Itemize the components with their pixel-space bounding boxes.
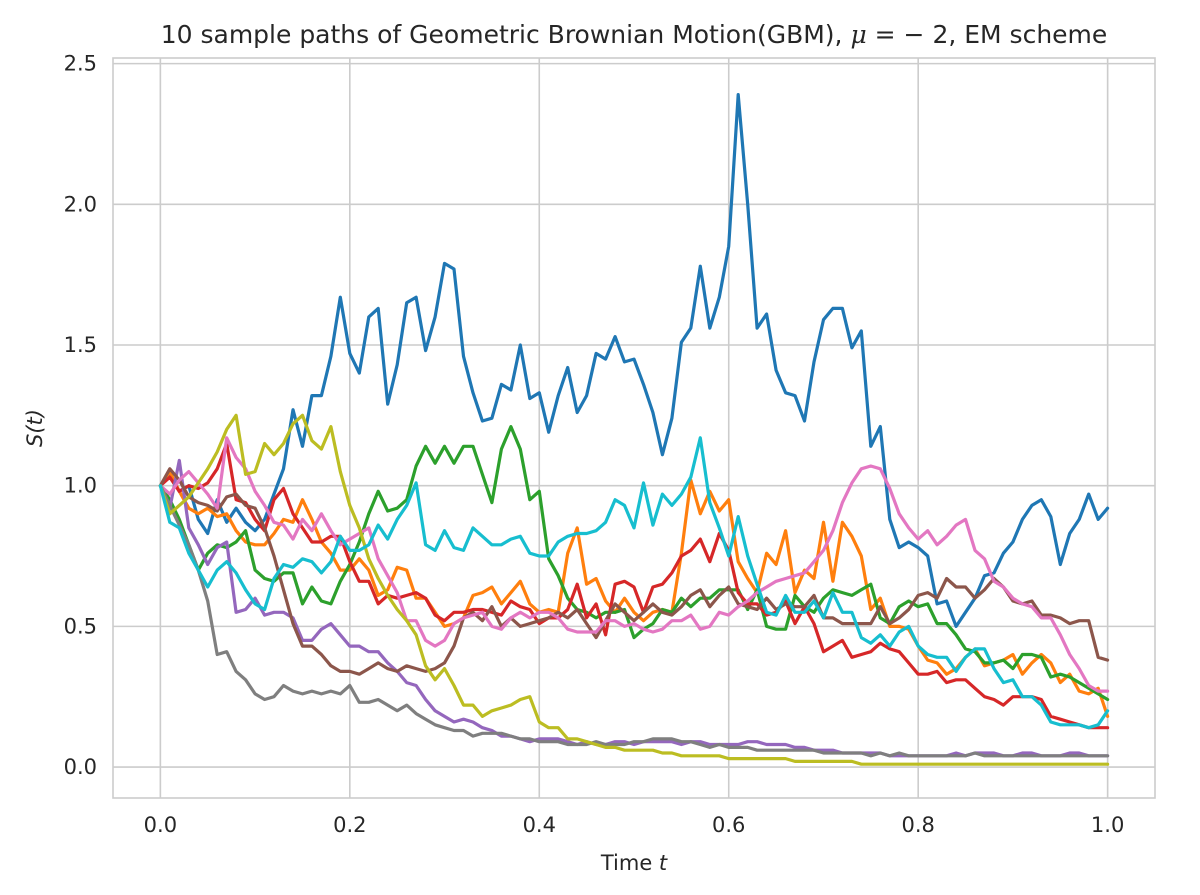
x-tick-label: 0.4	[523, 813, 556, 837]
x-tick-label: 1.0	[1091, 813, 1124, 837]
series-line-9	[158, 413, 1110, 766]
y-tick-label: 0.0	[64, 755, 97, 779]
grid	[113, 58, 1155, 798]
y-tick-label: 1.5	[64, 333, 97, 357]
chart-title: 10 sample paths of Geometric Brownian Mo…	[161, 20, 1108, 49]
x-tick-label: 0.8	[901, 813, 934, 837]
series-line-7	[158, 436, 1110, 693]
series-line-10	[158, 436, 1110, 730]
series-line-3	[158, 425, 1110, 702]
series-lines	[158, 92, 1110, 766]
y-axis-label: S(t)	[23, 409, 47, 447]
x-tick-label: 0.2	[333, 813, 366, 837]
y-tick-label: 2.5	[64, 52, 97, 76]
y-tick-label: 0.5	[64, 614, 97, 638]
y-tick-labels: 0.0 0.5 1.0 1.5 2.0 2.5	[64, 52, 97, 779]
x-tick-label: 0.0	[144, 813, 177, 837]
x-tick-labels: 0.0 0.2 0.4 0.6 0.8 1.0	[144, 813, 1125, 837]
x-tick-label: 0.6	[712, 813, 745, 837]
y-tick-label: 1.0	[64, 474, 97, 498]
series-line-2	[158, 470, 1110, 719]
x-axis-label: Time t	[600, 851, 668, 875]
series-line-8	[158, 484, 1110, 758]
plot-frame	[112, 57, 1156, 799]
series-line-1	[158, 92, 1110, 629]
plot-background	[113, 58, 1155, 798]
series-line-6	[158, 467, 1110, 676]
series-line-4	[158, 441, 1110, 730]
y-tick-label: 2.0	[64, 192, 97, 216]
